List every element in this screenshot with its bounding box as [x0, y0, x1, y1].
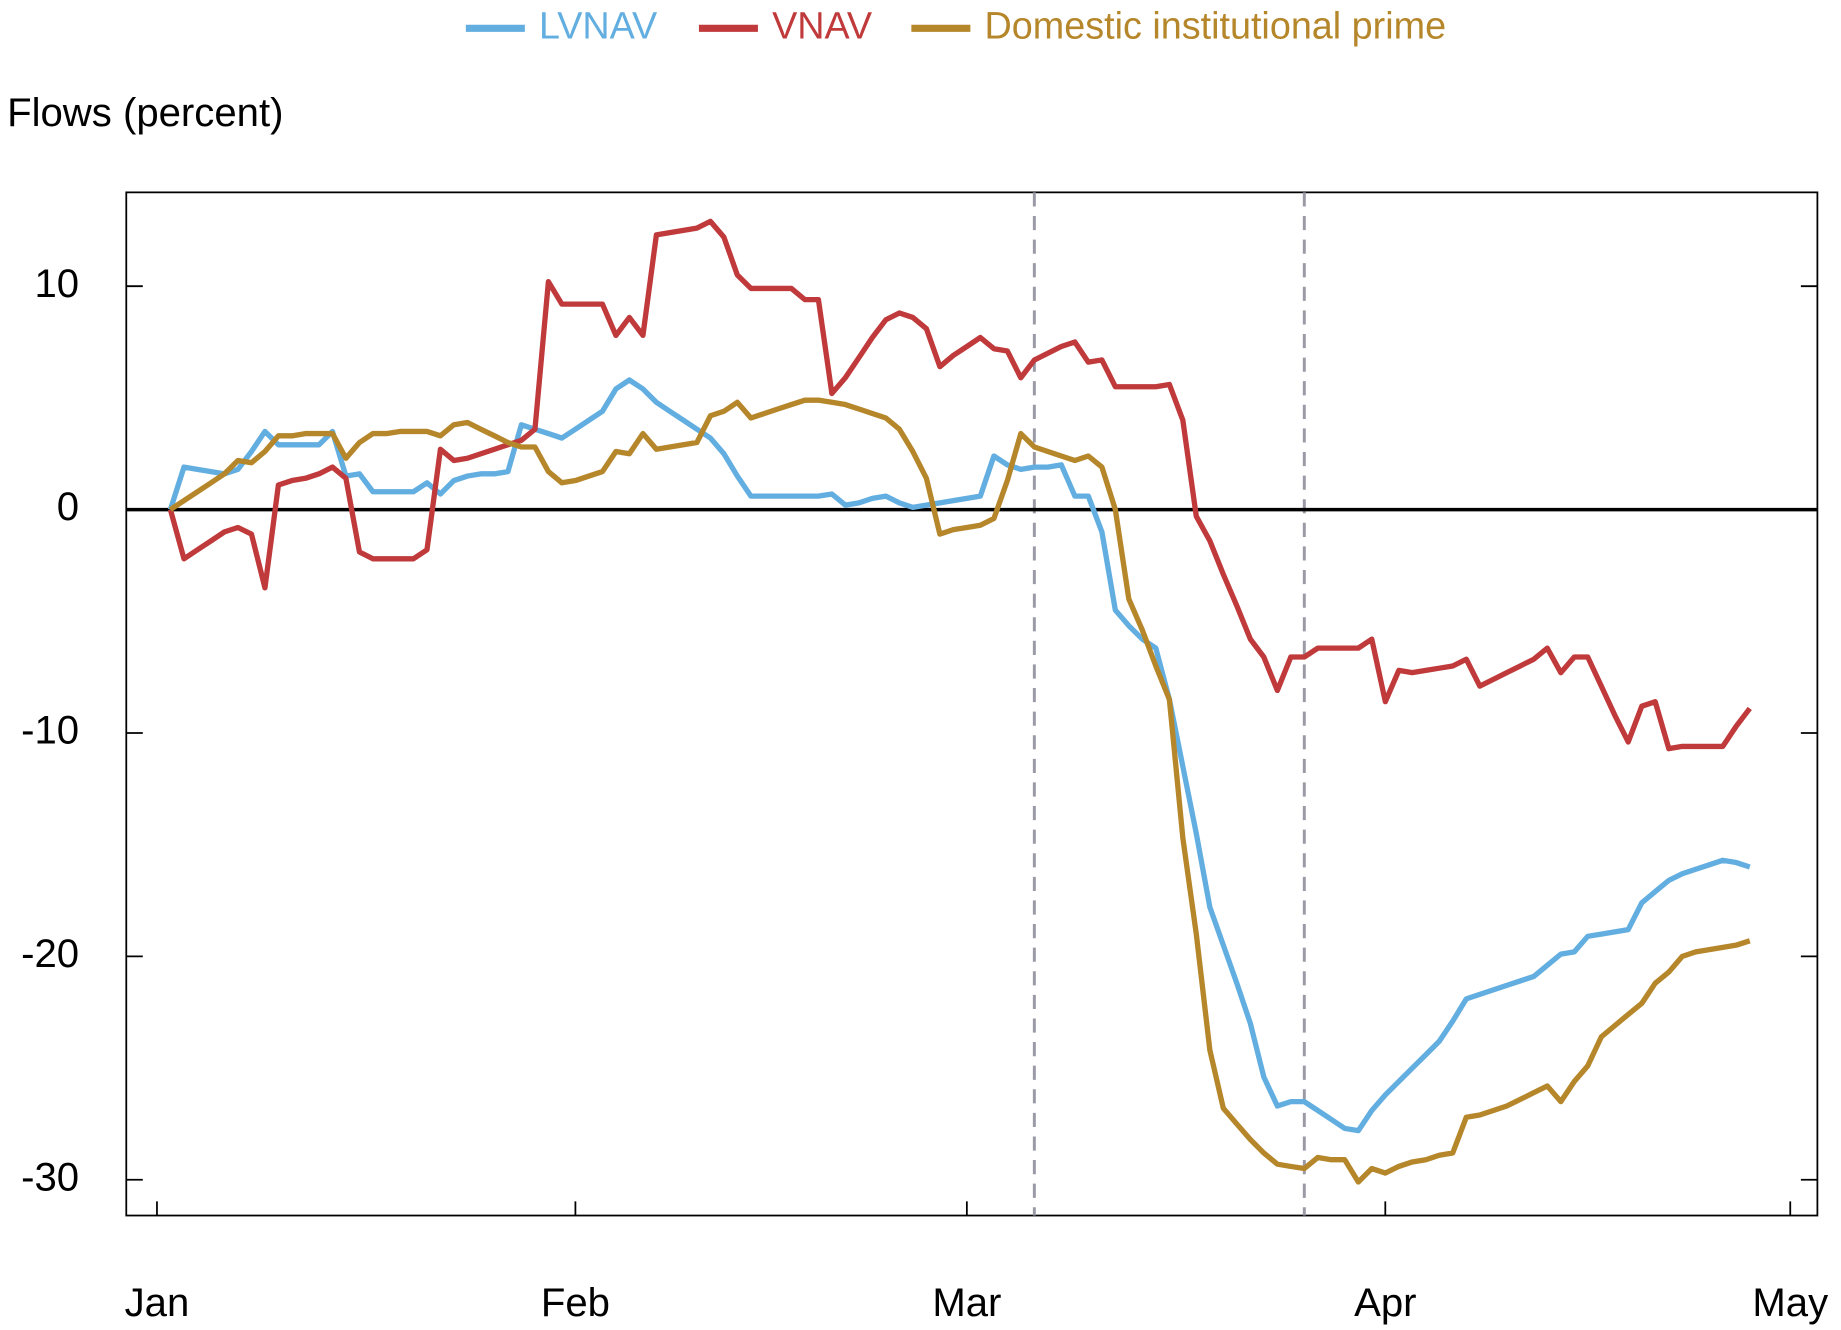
legend-label: Domestic institutional prime [985, 5, 1447, 47]
y-axis-label: Flows (percent) [7, 90, 283, 135]
legend-label: LVNAV [539, 5, 658, 47]
legend-label: VNAV [772, 5, 873, 47]
y-tick-label: 0 [57, 484, 79, 529]
x-tick-label: Feb [541, 1280, 610, 1325]
series-line [167, 377, 1751, 1134]
x-tick-label: Jan [125, 1280, 190, 1325]
series-line [167, 218, 1752, 752]
y-tick-label: -30 [21, 1154, 79, 1199]
x-tick-label: May [1752, 1280, 1828, 1325]
y-tick-label: -10 [21, 708, 79, 753]
plot-frame [125, 191, 1819, 1217]
x-tick-label: Apr [1354, 1280, 1416, 1325]
y-tick-label: 10 [34, 261, 79, 306]
y-tick-label: -20 [21, 931, 79, 976]
x-tick-label: Mar [932, 1280, 1001, 1325]
series-line [168, 397, 1751, 1185]
